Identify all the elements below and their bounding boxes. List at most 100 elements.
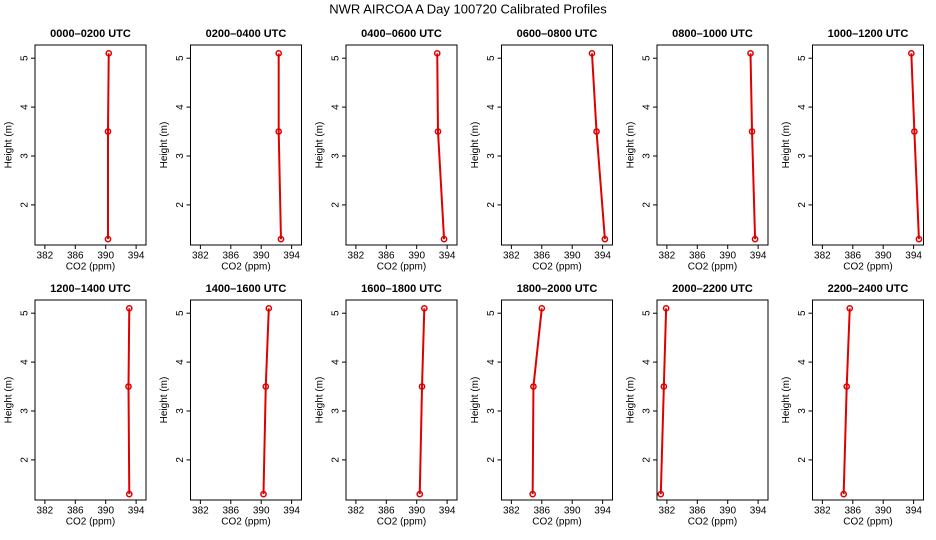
plot-frame	[345, 299, 458, 501]
y-tick-label: 5	[797, 310, 808, 316]
x-tick-label: 382	[503, 506, 520, 517]
x-tick-label: 394	[439, 506, 456, 517]
profile-point	[751, 235, 759, 243]
x-axis-label: CO2 (ppm)	[688, 517, 737, 528]
x-tick-label: 394	[750, 506, 767, 517]
plot-frame	[34, 299, 147, 501]
y-tick-label: 2	[175, 457, 186, 463]
profile-point	[275, 49, 283, 57]
y-tick-label: 5	[175, 55, 186, 61]
panel-title: 0200–0400 UTC	[206, 28, 287, 40]
x-tick-label: 386	[689, 251, 706, 262]
profile-point	[277, 235, 285, 243]
profile-point	[593, 128, 600, 135]
profile-point	[840, 490, 848, 498]
plot-frame	[34, 44, 147, 246]
profile-point	[262, 383, 270, 390]
y-tick-label: 4	[20, 104, 31, 110]
y-tick-label: 3	[331, 153, 342, 159]
y-axis-label: Height (m)	[470, 377, 481, 424]
y-tick-label: 5	[486, 55, 497, 61]
y-tick-label: 2	[797, 202, 808, 208]
x-tick-label: 394	[439, 251, 456, 262]
x-tick-label: 386	[844, 506, 861, 517]
profile-line	[842, 308, 851, 495]
x-tick-label: 390	[719, 251, 736, 262]
x-tick-label: 382	[814, 251, 831, 262]
x-tick-label: 390	[408, 506, 425, 517]
profile-point	[125, 304, 133, 312]
y-tick-label: 5	[331, 55, 342, 61]
y-tick-label: 4	[642, 104, 653, 110]
y-tick-label: 2	[331, 202, 342, 208]
y-tick-label: 4	[331, 104, 342, 110]
profile-point	[530, 383, 537, 390]
y-tick-label: 2	[20, 202, 31, 208]
y-tick-label: 3	[642, 153, 653, 159]
x-tick-label: 390	[253, 251, 270, 262]
profile-point	[911, 128, 918, 135]
y-tick-label: 3	[20, 408, 31, 414]
profile-point	[660, 383, 668, 390]
plot-frame	[190, 299, 302, 501]
x-tick-label: 394	[128, 251, 145, 262]
profile-line	[436, 53, 446, 240]
plot-frame	[345, 44, 458, 246]
x-tick-label: 386	[689, 506, 706, 517]
x-tick-label: 386	[533, 506, 550, 517]
x-axis-label: CO2 (ppm)	[377, 262, 426, 273]
profile-point	[416, 490, 424, 498]
panel-title: 1000–1200 UTC	[828, 28, 909, 40]
profile-point	[601, 235, 609, 243]
y-axis-label: Height (m)	[781, 377, 792, 424]
panel-title: 0800–1000 UTC	[672, 28, 753, 40]
profile-point	[125, 383, 132, 390]
y-tick-label: 3	[175, 153, 186, 159]
y-tick-label: 4	[175, 359, 186, 365]
x-tick-label: 390	[875, 506, 892, 517]
panel-title: 2200–2400 UTC	[828, 283, 909, 295]
profile-line	[106, 53, 110, 240]
x-tick-label: 382	[659, 251, 676, 262]
y-tick-label: 5	[20, 55, 31, 61]
x-tick-label: 386	[533, 251, 550, 262]
x-axis-label: CO2 (ppm)	[221, 517, 270, 528]
plot-frame	[501, 299, 613, 501]
x-tick-label: 386	[378, 506, 395, 517]
profile-point	[843, 383, 851, 390]
x-tick-label: 382	[659, 506, 676, 517]
x-axis-label: CO2 (ppm)	[843, 517, 892, 528]
y-tick-label: 4	[642, 359, 653, 365]
x-tick-label: 394	[905, 251, 922, 262]
x-tick-label: 394	[905, 506, 922, 517]
x-tick-label: 390	[408, 251, 425, 262]
profile-point	[538, 304, 546, 312]
profile-line	[749, 53, 757, 240]
x-tick-label: 394	[594, 506, 611, 517]
x-tick-label: 390	[97, 506, 114, 517]
x-tick-label: 394	[283, 251, 300, 262]
panel-title: 1800–2000 UTC	[517, 283, 598, 295]
profile-point	[105, 49, 113, 57]
y-tick-label: 2	[331, 457, 342, 463]
y-tick-label: 3	[331, 408, 342, 414]
x-axis-label: CO2 (ppm)	[532, 517, 581, 528]
panel-title: 0000–0200 UTC	[50, 28, 131, 40]
y-tick-label: 2	[797, 457, 808, 463]
x-tick-label: 386	[378, 251, 395, 262]
x-tick-label: 390	[719, 506, 736, 517]
x-tick-label: 386	[222, 251, 239, 262]
y-tick-label: 4	[175, 104, 186, 110]
y-axis-label: Height (m)	[4, 377, 15, 424]
y-tick-label: 2	[486, 457, 497, 463]
x-axis-label: CO2 (ppm)	[688, 262, 737, 273]
y-tick-label: 2	[20, 457, 31, 463]
profile-point	[529, 490, 537, 498]
profile-point	[907, 49, 915, 57]
profile-point	[748, 128, 756, 135]
profile-point	[104, 235, 112, 243]
x-axis-label: CO2 (ppm)	[532, 262, 581, 273]
y-tick-label: 5	[642, 55, 653, 61]
page-title: NWR AIRCOA A Day 100720 Calibrated Profi…	[329, 1, 607, 16]
